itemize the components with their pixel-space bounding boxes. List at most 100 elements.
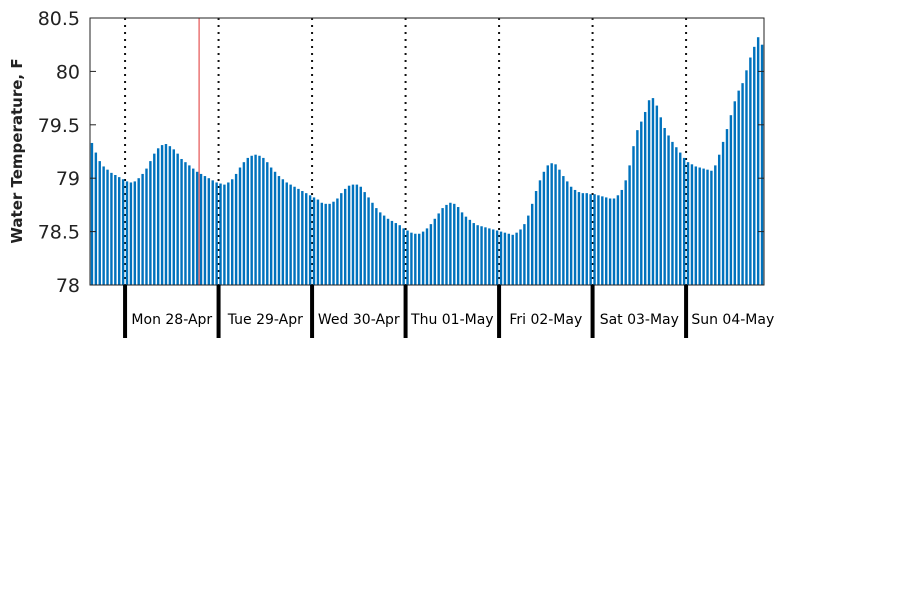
y-tick-label: 80: [56, 61, 80, 83]
temperature-bar: [258, 155, 261, 285]
temperature-bar: [663, 128, 666, 285]
temperature-bar: [133, 181, 137, 285]
temperature-bar: [153, 153, 156, 285]
temperature-bar: [706, 169, 709, 285]
temperature-bar: [527, 215, 530, 285]
temperature-bar: [410, 232, 413, 285]
temperature-bar: [207, 178, 211, 285]
temperature-bar: [710, 170, 713, 285]
temperature-bar: [721, 141, 725, 285]
temperature-bar: [682, 157, 686, 285]
x-axis: Mon 28-Apr Tue 29-Apr Wed 30-Apr Thu 01-May…: [123, 285, 774, 338]
temperature-bar: [605, 197, 608, 285]
temperature-bar: [246, 157, 249, 285]
temperature-bar: [406, 230, 409, 285]
temperature-bar: [445, 204, 448, 285]
temperature-bar: [593, 194, 596, 285]
day-label: Sat 03-May: [600, 312, 679, 328]
temperature-bar: [538, 180, 542, 285]
temperature-bar: [441, 208, 444, 285]
day-label: Sun 04-May: [691, 312, 774, 328]
temperature-bar: [118, 177, 121, 285]
temperature-bar: [566, 181, 569, 285]
temperature-bar: [234, 173, 238, 285]
temperature-bar: [137, 178, 140, 285]
temperature-bar: [180, 158, 183, 285]
temperature-bar: [523, 224, 526, 285]
temperature-bar: [367, 197, 370, 285]
temperature-bar: [110, 172, 113, 285]
temperature-bar: [601, 196, 604, 285]
temperature-bar: [573, 189, 577, 285]
temperature-bar: [347, 185, 351, 285]
temperature-bar: [760, 44, 764, 286]
temperature-bar: [488, 228, 491, 285]
temperature-bar: [655, 105, 659, 285]
temperature-bar: [425, 228, 429, 285]
temperature-bar: [320, 202, 324, 285]
temperature-bar: [620, 189, 624, 285]
temperature-bar: [456, 207, 460, 285]
temperature-bars: [90, 37, 764, 286]
temperature-bar: [542, 171, 546, 285]
temperature-bar: [468, 219, 472, 285]
temperature-bar: [129, 182, 133, 285]
y-tick-label: 80.5: [38, 8, 80, 30]
temperature-bar: [172, 149, 175, 285]
temperature-bar: [581, 193, 585, 285]
temperature-bar: [223, 184, 226, 285]
plot-area-frame: [89, 17, 765, 286]
temperature-bar: [554, 164, 557, 285]
temperature-bar: [429, 224, 433, 285]
temperature-bar: [281, 179, 285, 285]
temperature-bar: [698, 167, 701, 285]
day-label: Wed 30-Apr: [318, 312, 400, 328]
temperature-bar: [679, 152, 682, 285]
temperature-bar: [737, 90, 740, 286]
temperature-bar: [297, 188, 300, 285]
y-tick-label: 79: [56, 168, 80, 190]
y-tick-label: 78: [56, 275, 80, 297]
temperature-bar: [651, 98, 655, 285]
temperature-bar: [285, 182, 288, 285]
temperature-bar: [753, 46, 756, 286]
temperature-bar: [355, 184, 359, 285]
temperature-bar: [293, 186, 296, 285]
temperature-bar: [305, 193, 308, 285]
temperature-bar: [328, 203, 331, 285]
temperature-bar: [203, 176, 207, 285]
temperature-bar: [269, 167, 273, 285]
temperature-bar: [125, 181, 129, 285]
y-tick-label: 78.5: [38, 222, 80, 244]
temperature-bar: [546, 165, 549, 285]
temperature-bar: [476, 225, 479, 285]
temperature-bar: [534, 191, 538, 285]
temperature-bar: [675, 147, 678, 285]
temperature-bar: [254, 154, 257, 285]
temperature-bar: [308, 195, 312, 285]
temperature-bar: [363, 192, 366, 285]
temperature-bar: [336, 198, 339, 285]
y-axis: 78 78.5 79 79.5 80 80.5: [38, 8, 764, 297]
y-tick-label: 79.5: [38, 115, 80, 137]
temperature-bar: [390, 220, 394, 285]
temperature-bar: [219, 183, 222, 285]
temperature-bar: [312, 197, 316, 285]
temperature-bar: [550, 163, 553, 285]
temperature-bar: [230, 179, 234, 285]
temperature-bar: [211, 180, 214, 285]
temperature-bar: [386, 218, 390, 285]
temperature-bar: [749, 57, 752, 285]
temperature-bar: [176, 153, 179, 285]
temperature-bar: [94, 152, 98, 285]
temperature-bar: [98, 161, 101, 285]
temperature-bar: [382, 215, 386, 285]
temperature-bar: [379, 212, 382, 285]
temperature-bar: [453, 203, 456, 285]
temperature-bar: [394, 223, 398, 285]
temperature-bar: [351, 184, 355, 285]
temperature-bar: [756, 37, 760, 285]
temperature-bar: [507, 233, 511, 285]
temperature-bar: [503, 232, 507, 285]
temperature-bar: [702, 168, 705, 285]
